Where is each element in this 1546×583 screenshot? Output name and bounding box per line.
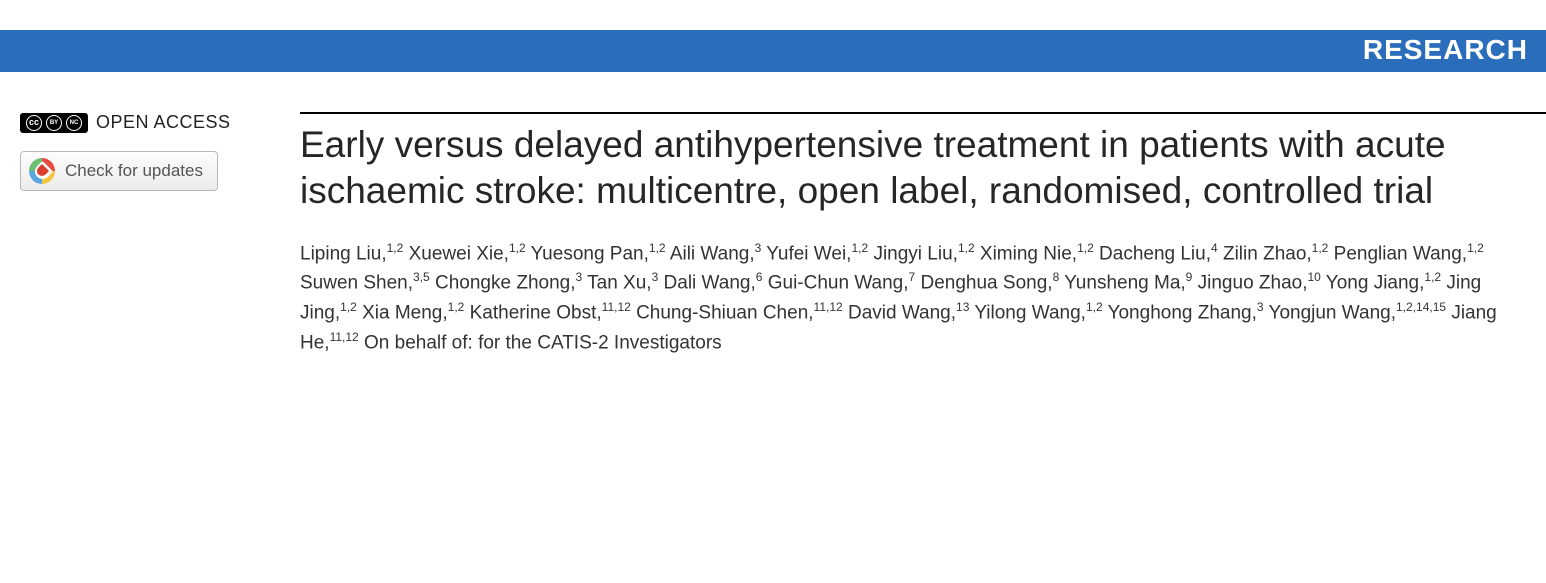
section-banner: RESEARCH [0, 30, 1546, 72]
author-affiliation: 3 [576, 270, 583, 284]
author-affiliation: 1,2 [1086, 300, 1103, 314]
author-affiliation: 9 [1186, 270, 1193, 284]
author-name: Yong Jiang, [1326, 273, 1425, 294]
author-name: Dacheng Liu, [1099, 243, 1211, 264]
author-affiliation: 11,12 [814, 300, 843, 314]
author-name: Tan Xu, [587, 273, 651, 294]
author-affiliation: 1,2 [448, 300, 465, 314]
author-affiliation: 3 [755, 241, 762, 255]
author-affiliation: 1,2 [340, 300, 357, 314]
author-name: Yilong Wang, [974, 302, 1086, 323]
author-affiliation: 3 [1257, 300, 1264, 314]
open-access-row: cc BY NC OPEN ACCESS [20, 112, 280, 133]
author-affiliation: 6 [756, 270, 763, 284]
author-affiliation: 1,2 [958, 241, 975, 255]
author-name: Penglian Wang, [1334, 243, 1467, 264]
content-wrapper: cc BY NC OPEN ACCESS Check for updates E… [0, 112, 1546, 358]
cc-glyph-cc: cc [26, 115, 42, 131]
author-name: Yunsheng Ma, [1064, 273, 1185, 294]
author-affiliation: 1,2 [1467, 241, 1484, 255]
author-name: Aili Wang, [670, 243, 755, 264]
cc-license-icon: cc BY NC [20, 113, 88, 133]
article-title: Early versus delayed antihypertensive tr… [300, 122, 1506, 215]
author-affiliation: 13 [956, 300, 969, 314]
author-affiliation: 1,2 [387, 241, 404, 255]
author-affiliation: 1,2 [1312, 241, 1329, 255]
author-name: Suwen Shen, [300, 273, 413, 294]
author-name: Chung-Shiuan Chen, [636, 302, 813, 323]
author-name: Katherine Obst, [470, 302, 602, 323]
author-name: Zilin Zhao, [1223, 243, 1312, 264]
author-affiliation: 10 [1308, 270, 1321, 284]
author-affiliation: 1,2 [509, 241, 526, 255]
author-list: Liping Liu,1,2 Xuewei Xie,1,2 Yuesong Pa… [300, 239, 1506, 358]
on-behalf-text: On behalf of: for the CATIS-2 Investigat… [364, 332, 722, 353]
cc-glyph-nc: NC [66, 115, 82, 131]
author-affiliation: 1,2 [649, 241, 666, 255]
author-name: Yuesong Pan, [531, 243, 649, 264]
open-access-label: OPEN ACCESS [96, 112, 231, 133]
author-name: Chongke Zhong, [435, 273, 576, 294]
author-name: Dali Wang, [664, 273, 756, 294]
author-name: Yonghong Zhang, [1108, 302, 1257, 323]
author-affiliation: 8 [1053, 270, 1060, 284]
author-affiliation: 3,5 [413, 270, 430, 284]
author-affiliation: 1,2 [1424, 270, 1441, 284]
author-affiliation: 7 [909, 270, 916, 284]
author-affiliation: 11,12 [330, 330, 359, 344]
author-name: Jinguo Zhao, [1198, 273, 1308, 294]
author-name: Xia Meng, [362, 302, 448, 323]
author-name: Yufei Wei, [766, 243, 851, 264]
sidebar: cc BY NC OPEN ACCESS Check for updates [20, 112, 300, 358]
author-name: Yongjun Wang, [1269, 302, 1396, 323]
author-name: Gui-Chun Wang, [768, 273, 909, 294]
author-affiliation: 1,2 [1077, 241, 1094, 255]
author-name: Ximing Nie, [980, 243, 1077, 264]
author-name: Jingyi Liu, [873, 243, 958, 264]
check-for-updates-button[interactable]: Check for updates [20, 151, 218, 191]
author-name: Xuewei Xie, [409, 243, 509, 264]
cc-glyph-by: BY [46, 115, 62, 131]
crossmark-icon [29, 158, 55, 184]
author-affiliation: 4 [1211, 241, 1218, 255]
author-affiliation: 3 [652, 270, 659, 284]
author-affiliation: 1,2,14,15 [1396, 300, 1446, 314]
author-name: Liping Liu, [300, 243, 387, 264]
author-name: David Wang, [848, 302, 956, 323]
author-name: Denghua Song, [921, 273, 1053, 294]
author-affiliation: 1,2 [851, 241, 868, 255]
author-affiliation: 11,12 [602, 300, 631, 314]
check-for-updates-label: Check for updates [65, 161, 203, 181]
article-main: Early versus delayed antihypertensive tr… [300, 112, 1546, 358]
